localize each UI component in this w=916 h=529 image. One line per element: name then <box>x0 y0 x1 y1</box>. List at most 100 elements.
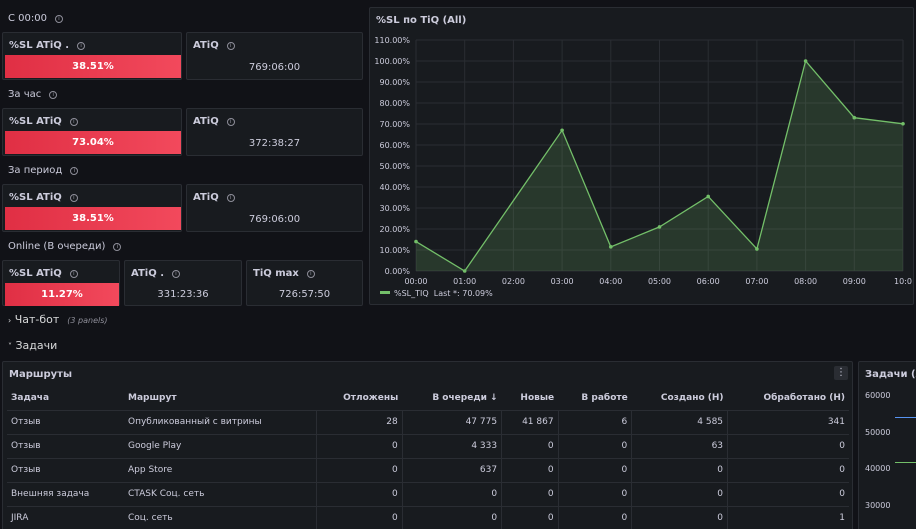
group-title-period: За период i <box>8 165 79 176</box>
table-cell: 4 585 <box>631 409 728 434</box>
y-tick-label: 60.00% <box>379 141 410 150</box>
info-icon[interactable]: i <box>226 118 235 126</box>
stat-value: 38.51% <box>5 207 181 230</box>
info-icon[interactable]: i <box>226 194 235 202</box>
info-icon[interactable]: i <box>306 270 315 278</box>
y-tick-label: 90.00% <box>379 78 410 87</box>
table-cell: 0 <box>316 433 403 458</box>
chart-title: %SL по TiQ (All) <box>376 15 467 26</box>
y-tick-label: 40000 <box>865 464 891 473</box>
group-title-last-hour: За час i <box>8 89 58 100</box>
table-cell: 0 <box>557 433 632 458</box>
info-icon[interactable]: i <box>77 42 86 50</box>
column-header[interactable]: Маршрут <box>128 392 177 403</box>
y-tick-label: 50000 <box>865 428 891 437</box>
chart-panel: %SL по TiQ (All) 0.00% 10.00% 20.00% 30.00%… <box>369 7 914 305</box>
column-header[interactable]: В очереди ↓ <box>432 392 498 403</box>
table-cell: 0 <box>501 481 559 506</box>
stat-panel-sl-atiq: %SL ATiQ .i 38.51% <box>2 32 182 80</box>
data-point <box>803 59 808 63</box>
series-line <box>895 462 916 463</box>
x-tick-label: 06:00 <box>697 277 720 286</box>
info-icon[interactable]: i <box>172 270 180 278</box>
table-cell: 0 <box>631 505 728 529</box>
table-cell: App Store <box>124 457 317 482</box>
y-tick-label: 60000 <box>865 391 891 400</box>
table-cell: Соц. сеть <box>124 505 317 529</box>
info-icon[interactable]: i <box>70 167 79 175</box>
column-header[interactable]: Отложены <box>343 392 399 403</box>
table-cell: 0 <box>727 457 849 482</box>
section-chatbot[interactable]: › Чат-бот (3 panels) <box>8 313 108 326</box>
y-tick-label: 50.00% <box>379 162 410 171</box>
info-icon[interactable]: i <box>69 270 78 278</box>
stat-value: 73.04% <box>5 131 181 154</box>
data-point <box>560 128 564 133</box>
table-cell: 47 775 <box>401 409 502 434</box>
stat-value: 372:38:27 <box>248 138 301 149</box>
y-tick-label: 80.00% <box>379 99 410 108</box>
table-cell: 0 <box>631 481 728 506</box>
column-header[interactable]: Задача <box>11 392 50 403</box>
table-cell: 0 <box>557 505 632 529</box>
series-line <box>895 417 916 418</box>
x-tick-label: 09:00 <box>843 277 866 286</box>
y-tick-label: 100.00% <box>374 57 410 66</box>
table-cell: 0 <box>727 433 849 458</box>
table-row[interactable]: Отзыв App Store 0 637 0 0 0 0 <box>7 457 849 482</box>
info-icon[interactable]: i <box>226 42 235 50</box>
panel-title: Маршруты <box>9 369 72 380</box>
info-icon[interactable]: i <box>113 243 122 251</box>
series-area <box>416 61 903 271</box>
info-icon[interactable]: i <box>69 194 78 202</box>
table-cell: JIRA <box>7 505 125 529</box>
table-cell: Отзыв <box>7 457 125 482</box>
stat-panel-atiq: ATiQ i 769:06:00 <box>186 184 363 232</box>
info-icon[interactable]: i <box>54 15 63 23</box>
table-cell: 0 <box>557 457 632 482</box>
table-row[interactable]: Внешняя задача CTASK Соц. сеть 0 0 0 0 0 0 <box>7 481 849 506</box>
data-point <box>414 239 418 244</box>
x-tick-label: 04:00 <box>599 277 622 286</box>
table-cell: 0 <box>501 457 559 482</box>
table-cell: Отзыв <box>7 433 125 458</box>
table-cell: CTASK Соц. сеть <box>124 481 317 506</box>
x-tick-label: 07:00 <box>745 277 768 286</box>
column-header[interactable]: В работе <box>581 392 628 403</box>
column-header[interactable]: Создано (Н) <box>660 392 724 403</box>
table-cell: 637 <box>401 457 502 482</box>
stat-panel-sl-atiq: %SL ATiQ i 11.27% <box>2 260 120 306</box>
data-point <box>706 194 710 199</box>
chevron-right-icon: › <box>8 316 12 325</box>
x-tick-label: 00:00 <box>404 277 427 286</box>
x-tick-label: 08:00 <box>794 277 817 286</box>
table-cell: 1 <box>727 505 849 529</box>
routes-table: Задача Маршрут Отложены В очереди ↓ Новые В р… <box>7 386 849 529</box>
table-cell: 28 <box>316 409 403 434</box>
menu-icon[interactable]: ⋮ <box>834 366 848 380</box>
column-header[interactable]: Новые <box>520 392 555 403</box>
stat-value: 769:06:00 <box>248 62 301 73</box>
data-point <box>462 269 467 273</box>
column-header[interactable]: Обработано (Н) <box>763 392 845 403</box>
table-row[interactable]: JIRA Соц. сеть 0 0 0 0 0 1 <box>7 505 849 529</box>
table-header-row: Задача Маршрут Отложены В очереди ↓ Новые В р… <box>7 386 849 410</box>
info-icon[interactable]: i <box>69 118 78 126</box>
group-title-online: Online (В очереди) i <box>8 241 122 252</box>
table-cell: 4 333 <box>401 433 502 458</box>
stat-value: 726:57:50 <box>278 289 331 300</box>
data-point <box>755 247 759 251</box>
info-icon[interactable]: i <box>49 91 58 99</box>
area-chart[interactable]: 0.00% 10.00% 20.00% 30.00% 40.00% 50.00% 60.00… <box>370 8 915 306</box>
data-point <box>657 225 662 229</box>
table-cell: Опубликованный с витрины <box>124 409 317 434</box>
legend-swatch <box>380 291 390 294</box>
table-row[interactable]: Отзыв Опубликованный с витрины 28 47 775 41 … <box>7 409 849 434</box>
stat-value: 331:23:36 <box>157 289 209 300</box>
section-tasks[interactable]: ˅ Задачи <box>8 339 58 352</box>
chart-legend[interactable]: %SL_TIQ Last *: 70.09% <box>380 289 493 298</box>
x-tick-label: 02:00 <box>502 277 525 286</box>
table-cell: 41 867 <box>501 409 559 434</box>
table-row[interactable]: Отзыв Google Play 0 4 333 0 0 63 0 <box>7 433 849 458</box>
table-cell: 0 <box>316 505 403 529</box>
